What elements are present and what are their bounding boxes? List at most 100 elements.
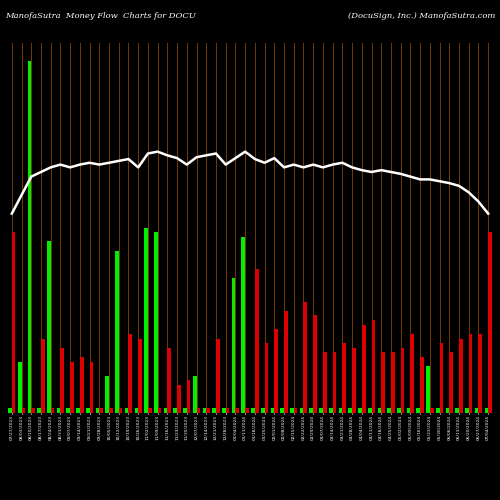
Bar bbox=[119, 408, 122, 412]
Bar bbox=[446, 408, 450, 412]
Bar bbox=[96, 408, 100, 412]
Bar bbox=[465, 408, 469, 412]
Bar bbox=[90, 362, 94, 412]
Bar bbox=[216, 338, 220, 412]
Bar bbox=[70, 362, 74, 412]
Bar bbox=[300, 408, 304, 412]
Bar bbox=[274, 329, 278, 412]
Bar bbox=[255, 269, 258, 412]
Bar bbox=[313, 316, 317, 412]
Bar bbox=[319, 408, 323, 412]
Bar bbox=[416, 408, 420, 412]
Bar bbox=[242, 237, 245, 412]
Bar bbox=[304, 302, 307, 412]
Bar bbox=[310, 408, 313, 412]
Bar bbox=[76, 408, 80, 412]
Bar bbox=[222, 408, 226, 412]
Bar bbox=[60, 348, 64, 412]
Bar bbox=[436, 408, 440, 412]
Bar bbox=[488, 232, 492, 412]
Bar bbox=[261, 408, 264, 412]
Bar bbox=[245, 408, 249, 412]
Bar bbox=[164, 408, 168, 412]
Bar bbox=[80, 357, 84, 412]
Bar bbox=[372, 320, 375, 412]
Bar bbox=[38, 408, 41, 412]
Bar bbox=[212, 408, 216, 412]
Bar bbox=[478, 334, 482, 412]
Bar bbox=[47, 242, 50, 412]
Bar bbox=[206, 408, 210, 412]
Bar bbox=[109, 408, 112, 412]
Bar bbox=[338, 408, 342, 412]
Bar bbox=[100, 408, 103, 412]
Bar bbox=[183, 408, 187, 412]
Bar bbox=[290, 408, 294, 412]
Bar bbox=[232, 278, 235, 412]
Bar bbox=[368, 408, 372, 412]
Bar bbox=[378, 408, 382, 412]
Bar bbox=[66, 408, 70, 412]
Text: (DocuSign, Inc.) ManofaSutra.com: (DocuSign, Inc.) ManofaSutra.com bbox=[348, 12, 495, 20]
Bar bbox=[31, 408, 35, 412]
Bar bbox=[115, 250, 119, 412]
Bar bbox=[226, 408, 230, 412]
Bar bbox=[128, 334, 132, 412]
Bar bbox=[430, 408, 434, 412]
Bar bbox=[174, 408, 177, 412]
Text: ManofaSutra  Money Flow  Charts for DOCU: ManofaSutra Money Flow Charts for DOCU bbox=[5, 12, 196, 20]
Bar bbox=[342, 343, 346, 412]
Bar bbox=[41, 338, 44, 412]
Bar bbox=[484, 408, 488, 412]
Bar bbox=[148, 408, 152, 412]
Bar bbox=[56, 408, 60, 412]
Bar bbox=[138, 338, 142, 412]
Bar bbox=[193, 376, 196, 412]
Bar bbox=[459, 338, 462, 412]
Bar bbox=[352, 348, 356, 412]
Bar bbox=[323, 352, 326, 412]
Bar bbox=[468, 334, 472, 412]
Bar bbox=[294, 408, 298, 412]
Bar bbox=[168, 348, 171, 412]
Bar bbox=[144, 228, 148, 412]
Bar bbox=[391, 352, 394, 412]
Bar bbox=[196, 408, 200, 412]
Bar bbox=[158, 408, 162, 412]
Bar bbox=[22, 408, 25, 412]
Bar bbox=[177, 385, 181, 412]
Bar bbox=[134, 408, 138, 412]
Bar bbox=[284, 310, 288, 412]
Bar bbox=[86, 408, 90, 412]
Bar bbox=[280, 408, 284, 412]
Bar bbox=[125, 408, 128, 412]
Bar bbox=[450, 352, 453, 412]
Bar bbox=[410, 334, 414, 412]
Bar bbox=[106, 376, 109, 412]
Bar bbox=[50, 408, 54, 412]
Bar bbox=[420, 357, 424, 412]
Bar bbox=[381, 352, 385, 412]
Bar bbox=[18, 362, 22, 412]
Bar bbox=[236, 408, 239, 412]
Bar bbox=[187, 380, 190, 412]
Bar bbox=[400, 348, 404, 412]
Bar bbox=[426, 366, 430, 412]
Bar bbox=[12, 232, 16, 412]
Bar bbox=[362, 324, 366, 412]
Bar bbox=[475, 408, 478, 412]
Bar bbox=[388, 408, 391, 412]
Bar bbox=[264, 343, 268, 412]
Bar bbox=[406, 408, 410, 412]
Bar bbox=[456, 408, 459, 412]
Bar bbox=[348, 408, 352, 412]
Bar bbox=[251, 408, 255, 412]
Bar bbox=[28, 61, 31, 412]
Bar bbox=[358, 408, 362, 412]
Bar bbox=[332, 352, 336, 412]
Bar bbox=[154, 232, 158, 412]
Bar bbox=[397, 408, 400, 412]
Bar bbox=[440, 343, 444, 412]
Bar bbox=[8, 408, 12, 412]
Bar bbox=[270, 408, 274, 412]
